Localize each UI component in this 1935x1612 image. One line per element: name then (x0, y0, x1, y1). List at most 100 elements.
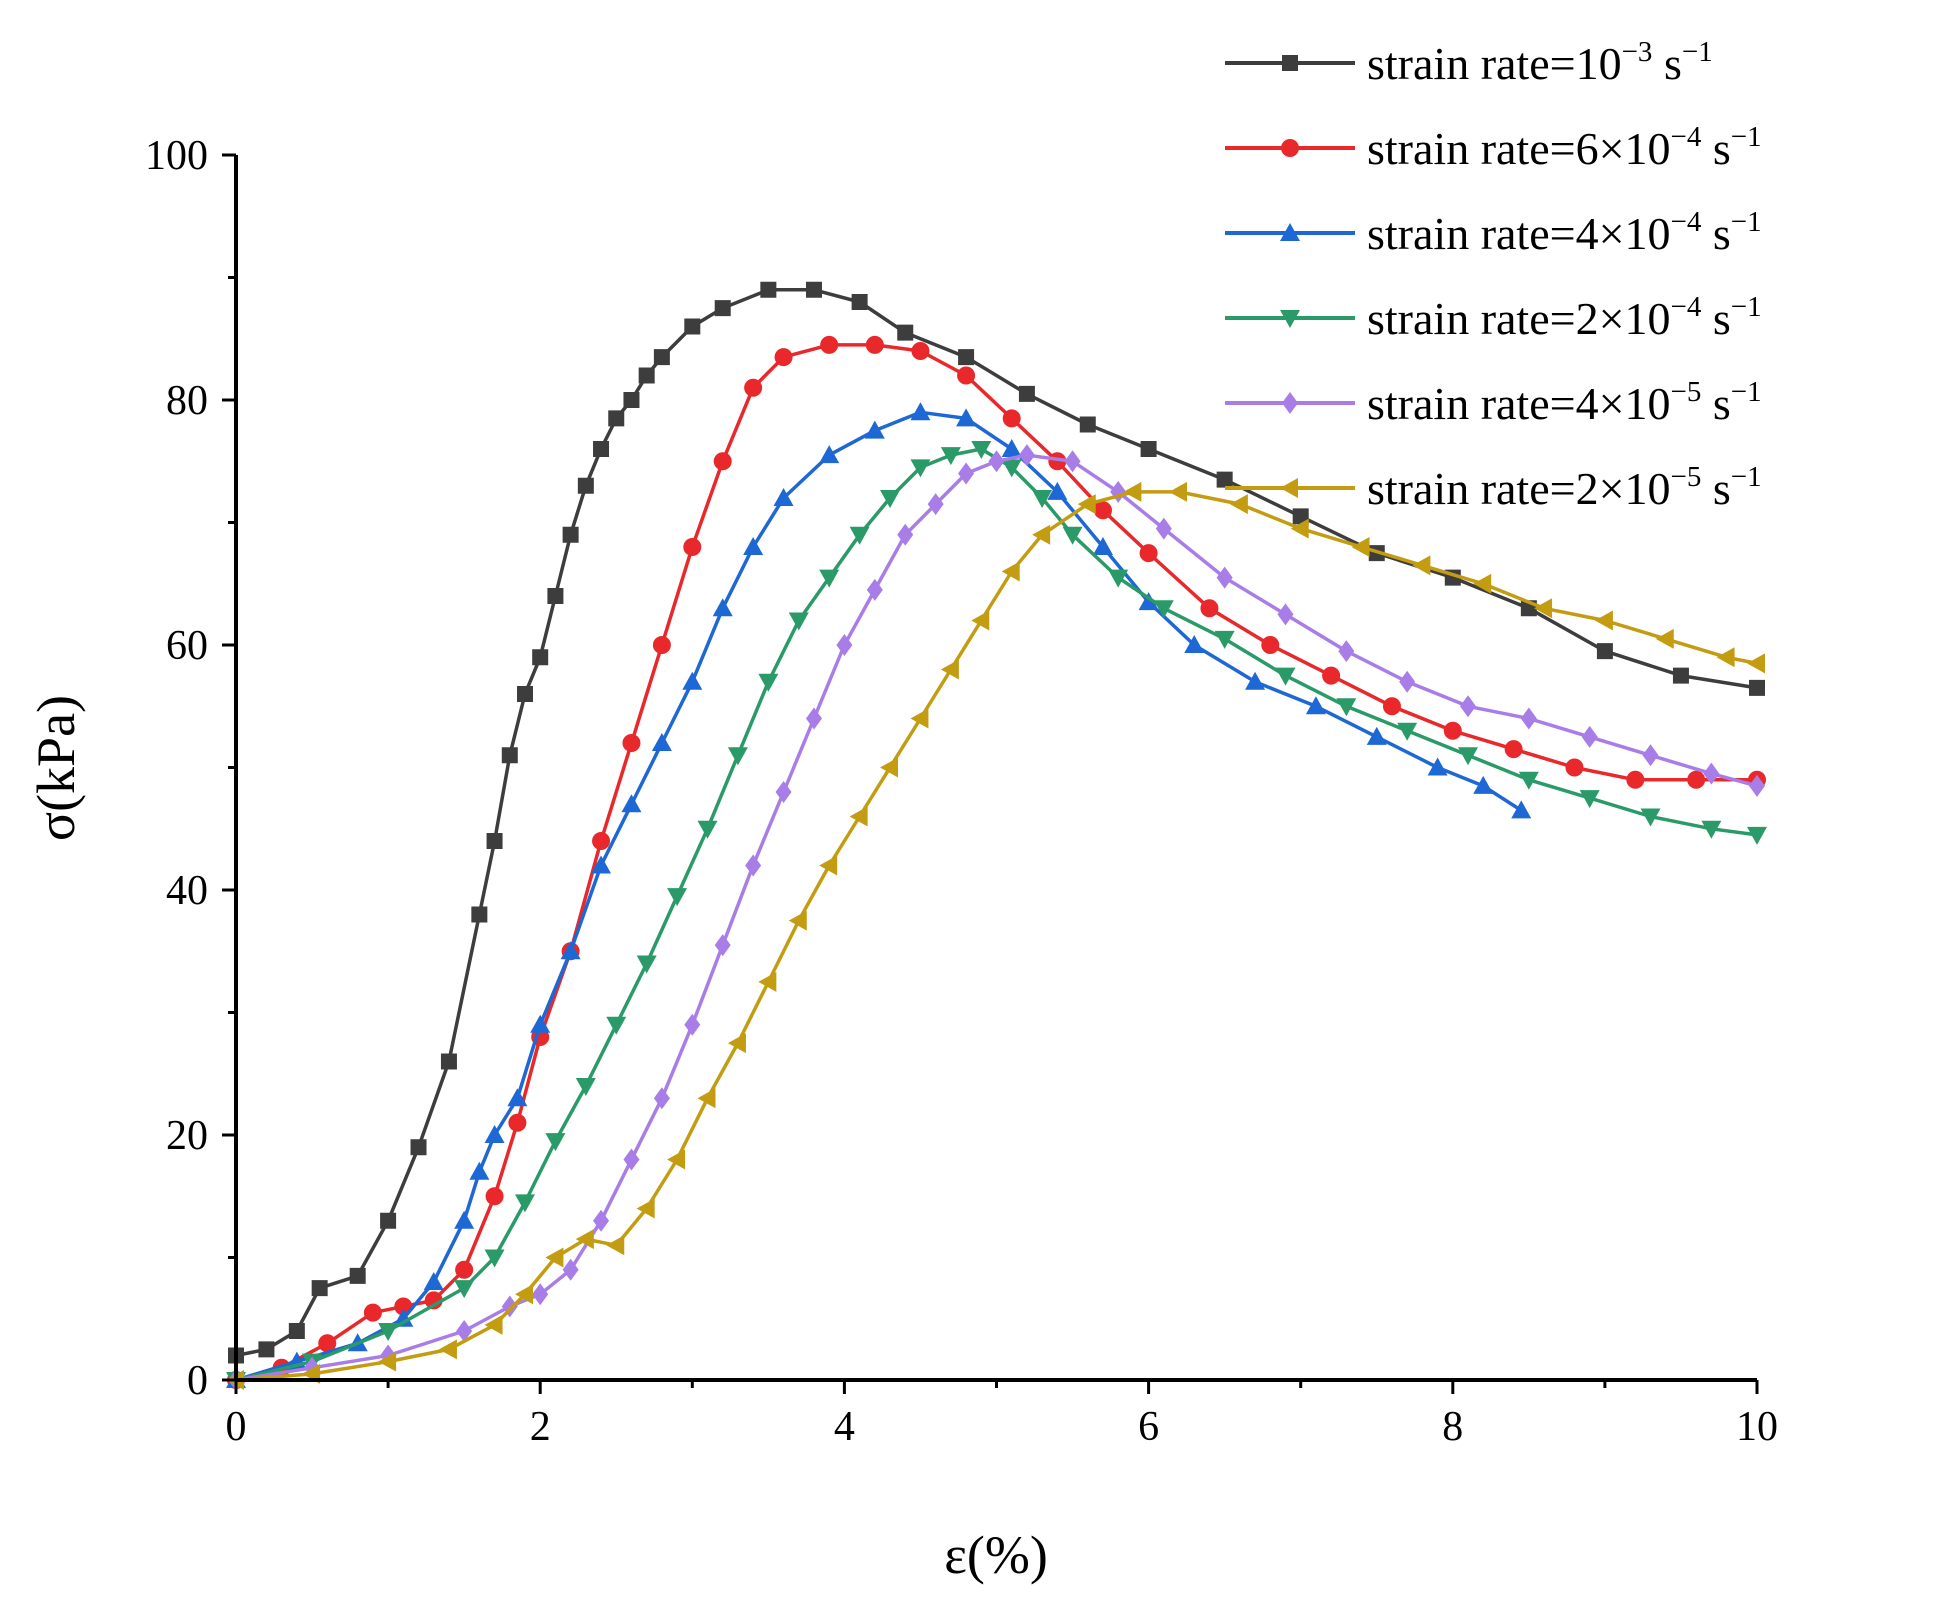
series-6-point (1716, 647, 1735, 668)
series-6-point (606, 1235, 625, 1256)
plot-area (226, 281, 1767, 1391)
series-1-point (258, 1341, 275, 1358)
series-5-point (775, 781, 792, 803)
series-3-point (1511, 800, 1532, 819)
series-5-point (623, 1148, 640, 1171)
legend-label: strain rate=4×10−4 s−1 (1367, 206, 1762, 259)
x-axis-title: ε(%) (944, 1525, 1048, 1585)
series-5-point (836, 634, 853, 656)
series-1-point (486, 833, 503, 849)
series-2-point (1565, 758, 1584, 777)
series-1 (228, 281, 1765, 1364)
series-4 (226, 441, 1767, 1390)
series-1-point (593, 441, 610, 457)
series-4-point (1336, 698, 1357, 717)
legend-entry-4: strain rate=2×10−4 s−1 (1225, 291, 1762, 344)
x-tick-label: 0 (226, 1404, 247, 1450)
series-1-point (897, 324, 914, 341)
series-1-line (235, 288, 1758, 1358)
series-2-point (592, 832, 611, 850)
series-2-point (485, 1187, 504, 1206)
y-tick-label: 100 (145, 133, 208, 179)
series-1-point (1596, 643, 1613, 660)
series-6-point (940, 659, 959, 680)
series-2-point (424, 1291, 443, 1310)
series-3-point (819, 445, 840, 464)
series-3-point (507, 1088, 528, 1107)
series-1-point (410, 1139, 427, 1156)
series-2-point (957, 366, 976, 385)
series-4-point (514, 1194, 535, 1213)
series-6-point (1032, 524, 1051, 545)
series-2-point (1504, 740, 1523, 759)
series-6-point (1351, 537, 1370, 557)
series-1-point (653, 349, 670, 366)
series-2-point (1139, 544, 1158, 563)
legend-entry-1: strain rate=10−3 s−1 (1225, 36, 1713, 89)
series-6-point (819, 855, 838, 876)
series-2-point (455, 1260, 474, 1279)
series-2-point (713, 452, 732, 471)
series-3-point (1092, 537, 1113, 555)
series-3-point (454, 1210, 475, 1229)
x-tick-label: 4 (834, 1404, 855, 1450)
series-3-point (773, 488, 794, 506)
series-5-point (897, 523, 914, 546)
series-4-point (1458, 747, 1479, 766)
legend-entry-6: strain rate=2×10−5 s−1 (1225, 461, 1762, 514)
series-2-point (1443, 721, 1462, 740)
series-1-point (958, 349, 975, 366)
legend-swatch-marker (1282, 55, 1298, 71)
series-1-point (577, 477, 594, 494)
series-4-point (1032, 490, 1053, 508)
legend-swatch-marker (1280, 223, 1300, 241)
series-1-point (311, 1280, 328, 1297)
series-5-point (1064, 450, 1081, 473)
series-3-point (1001, 439, 1022, 457)
series-4-point (971, 441, 992, 459)
series-4-point (1062, 526, 1083, 545)
series-2-point (1048, 452, 1067, 471)
legend-label: strain rate=2×10−4 s−1 (1367, 291, 1762, 344)
series-6-point (1655, 628, 1674, 649)
series-5-point (958, 462, 975, 485)
legend-label: strain rate=10−3 s−1 (1367, 36, 1713, 89)
series-6-point (1001, 561, 1020, 582)
series-5-point (866, 578, 883, 601)
series-1-point (760, 281, 777, 298)
series-1-point (471, 906, 488, 923)
series-6-point (1169, 481, 1188, 502)
y-axis-title: σ(kPa) (26, 695, 86, 841)
series-2-point (1626, 770, 1645, 789)
series-6-point (636, 1198, 655, 1219)
series-2-point (744, 378, 763, 397)
series-4-point (697, 820, 718, 839)
series-2-point (1322, 666, 1341, 685)
series-5-point (1338, 640, 1355, 663)
series-6-point (545, 1247, 564, 1268)
series-5-point (684, 1013, 701, 1036)
series-3-point (393, 1308, 414, 1327)
series-5-point (1216, 566, 1233, 589)
series-4-point (1640, 808, 1661, 827)
series-1-point (440, 1053, 457, 1070)
series-4-point (1397, 722, 1418, 741)
series-2-point (1261, 636, 1280, 654)
series-2-point (318, 1334, 337, 1353)
series-4-point (910, 459, 931, 478)
series-3-point (560, 941, 581, 960)
series-5-point (988, 450, 1005, 473)
series-6-point (438, 1339, 457, 1360)
series-1-point (805, 281, 822, 298)
series-4-point (1153, 600, 1174, 619)
series-5-point (1155, 517, 1172, 540)
series-4-point (940, 447, 961, 466)
series-6-point (667, 1149, 686, 1170)
series-3-point (469, 1161, 490, 1180)
series-3-point (1427, 757, 1448, 776)
series-5-point (653, 1087, 670, 1110)
legend-label: strain rate=4×10−5 s−1 (1367, 376, 1762, 429)
series-5-point (1642, 744, 1659, 767)
series-6-point (484, 1314, 503, 1335)
series-1-point (608, 410, 625, 427)
